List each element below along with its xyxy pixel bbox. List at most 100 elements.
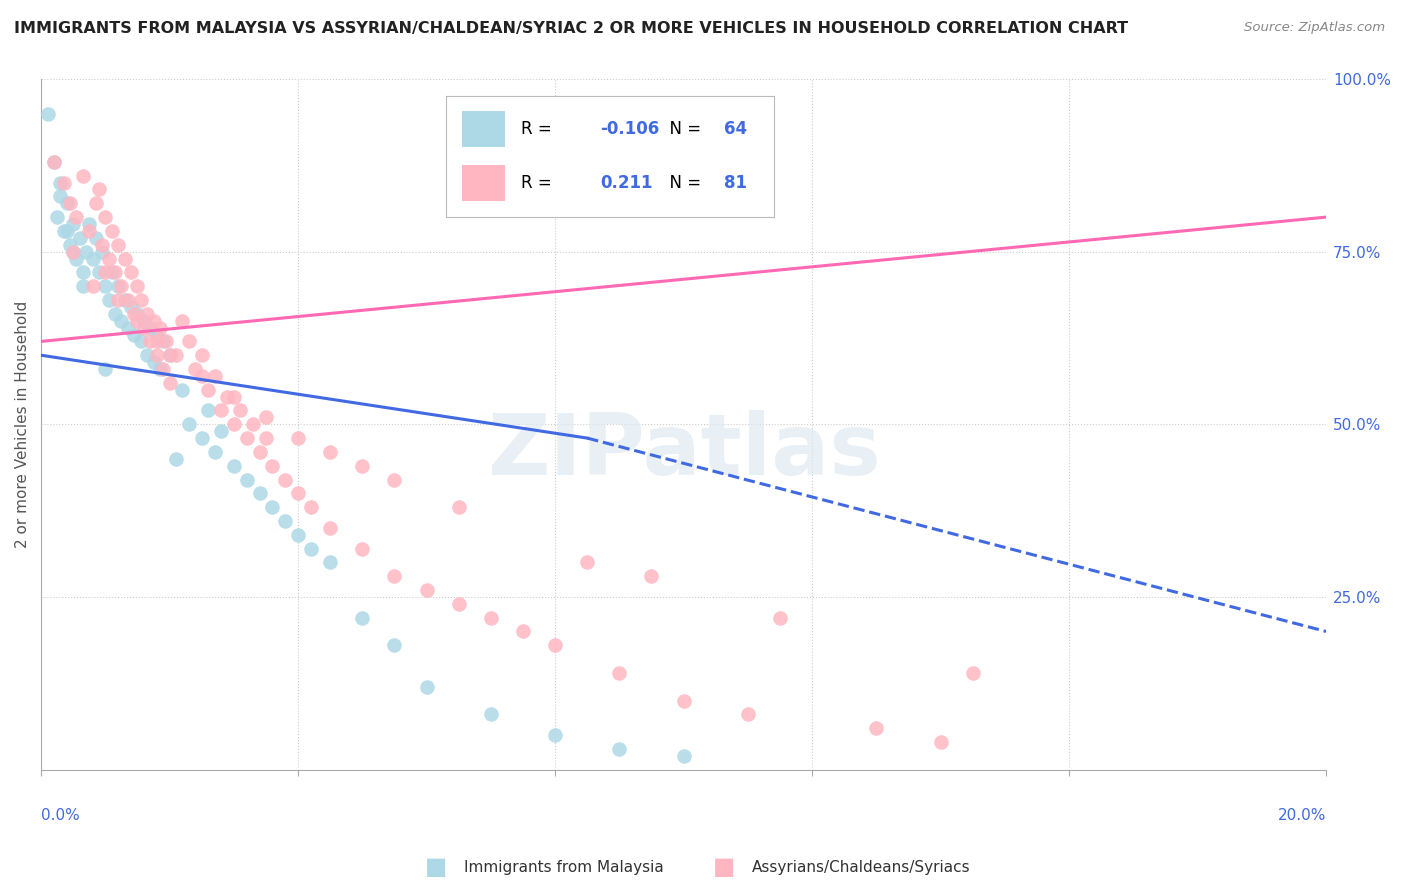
Point <box>42 154 65 169</box>
Point <box>544 728 567 742</box>
Point <box>415 582 437 597</box>
Point <box>172 383 194 397</box>
Point <box>69 231 91 245</box>
Point <box>190 348 212 362</box>
Point <box>249 445 271 459</box>
Point <box>254 431 277 445</box>
Point <box>91 244 114 259</box>
Point <box>114 293 136 307</box>
Point <box>209 403 232 417</box>
Point <box>132 314 155 328</box>
Point <box>104 307 127 321</box>
Point <box>672 748 695 763</box>
Point <box>479 707 502 722</box>
Point <box>65 210 87 224</box>
Point <box>190 431 212 445</box>
Point <box>159 348 181 362</box>
Point <box>242 417 264 432</box>
Point <box>75 244 97 259</box>
Point <box>235 473 257 487</box>
Point <box>222 458 245 473</box>
Point <box>229 403 252 417</box>
Point <box>172 314 194 328</box>
Point <box>274 473 297 487</box>
Text: Assyrians/Chaldeans/Syriacs: Assyrians/Chaldeans/Syriacs <box>752 860 970 874</box>
Point <box>127 314 149 328</box>
Point <box>129 293 152 307</box>
Point <box>52 224 75 238</box>
Point <box>479 610 502 624</box>
Point <box>145 327 167 342</box>
Point <box>142 314 165 328</box>
Point <box>94 279 117 293</box>
Point <box>72 265 94 279</box>
Text: Source: ZipAtlas.com: Source: ZipAtlas.com <box>1244 21 1385 34</box>
Point <box>352 458 374 473</box>
Point <box>72 169 94 183</box>
Point <box>769 610 792 624</box>
Point <box>287 431 309 445</box>
Point <box>544 638 567 652</box>
Point <box>37 106 59 120</box>
Y-axis label: 2 or more Vehicles in Household: 2 or more Vehicles in Household <box>15 301 30 548</box>
Point <box>254 410 277 425</box>
Point <box>287 486 309 500</box>
Point <box>139 334 162 349</box>
Point <box>127 279 149 293</box>
Text: 0.0%: 0.0% <box>41 808 80 823</box>
Point <box>110 314 132 328</box>
Point <box>117 293 139 307</box>
Point <box>177 417 200 432</box>
Point <box>65 252 87 266</box>
Point <box>84 231 107 245</box>
Point <box>139 320 162 334</box>
Point <box>299 500 322 515</box>
Point <box>87 182 110 196</box>
Point <box>120 300 142 314</box>
Point <box>159 348 181 362</box>
Point <box>122 307 145 321</box>
Point <box>84 196 107 211</box>
Point <box>319 556 342 570</box>
Point <box>184 362 207 376</box>
Point <box>352 541 374 556</box>
Text: ■: ■ <box>713 855 735 879</box>
Point <box>104 265 127 279</box>
Point <box>127 307 149 321</box>
Point <box>415 680 437 694</box>
Point <box>204 445 226 459</box>
Point <box>117 320 139 334</box>
Point <box>79 224 101 238</box>
Point <box>384 569 406 583</box>
Point <box>197 383 219 397</box>
Point <box>120 265 142 279</box>
Text: 20.0%: 20.0% <box>1278 808 1326 823</box>
Point <box>82 252 104 266</box>
Point <box>97 252 120 266</box>
Point <box>217 390 239 404</box>
Point <box>865 721 887 735</box>
Point <box>249 486 271 500</box>
Point <box>262 458 284 473</box>
Point <box>447 597 470 611</box>
Point <box>101 224 124 238</box>
Point <box>149 320 172 334</box>
Point <box>447 500 470 515</box>
Point <box>107 237 129 252</box>
Point <box>56 224 79 238</box>
Point <box>962 665 984 680</box>
Point <box>136 348 159 362</box>
Point <box>155 334 177 349</box>
Point <box>576 556 599 570</box>
Text: ZIPatlas: ZIPatlas <box>486 410 880 493</box>
Point <box>607 742 630 756</box>
Point <box>79 217 101 231</box>
Point <box>384 638 406 652</box>
Point <box>737 707 759 722</box>
Point <box>384 473 406 487</box>
Text: Immigrants from Malaysia: Immigrants from Malaysia <box>464 860 664 874</box>
Point <box>59 237 82 252</box>
Point <box>152 362 174 376</box>
Point <box>165 451 187 466</box>
Point <box>640 569 662 583</box>
